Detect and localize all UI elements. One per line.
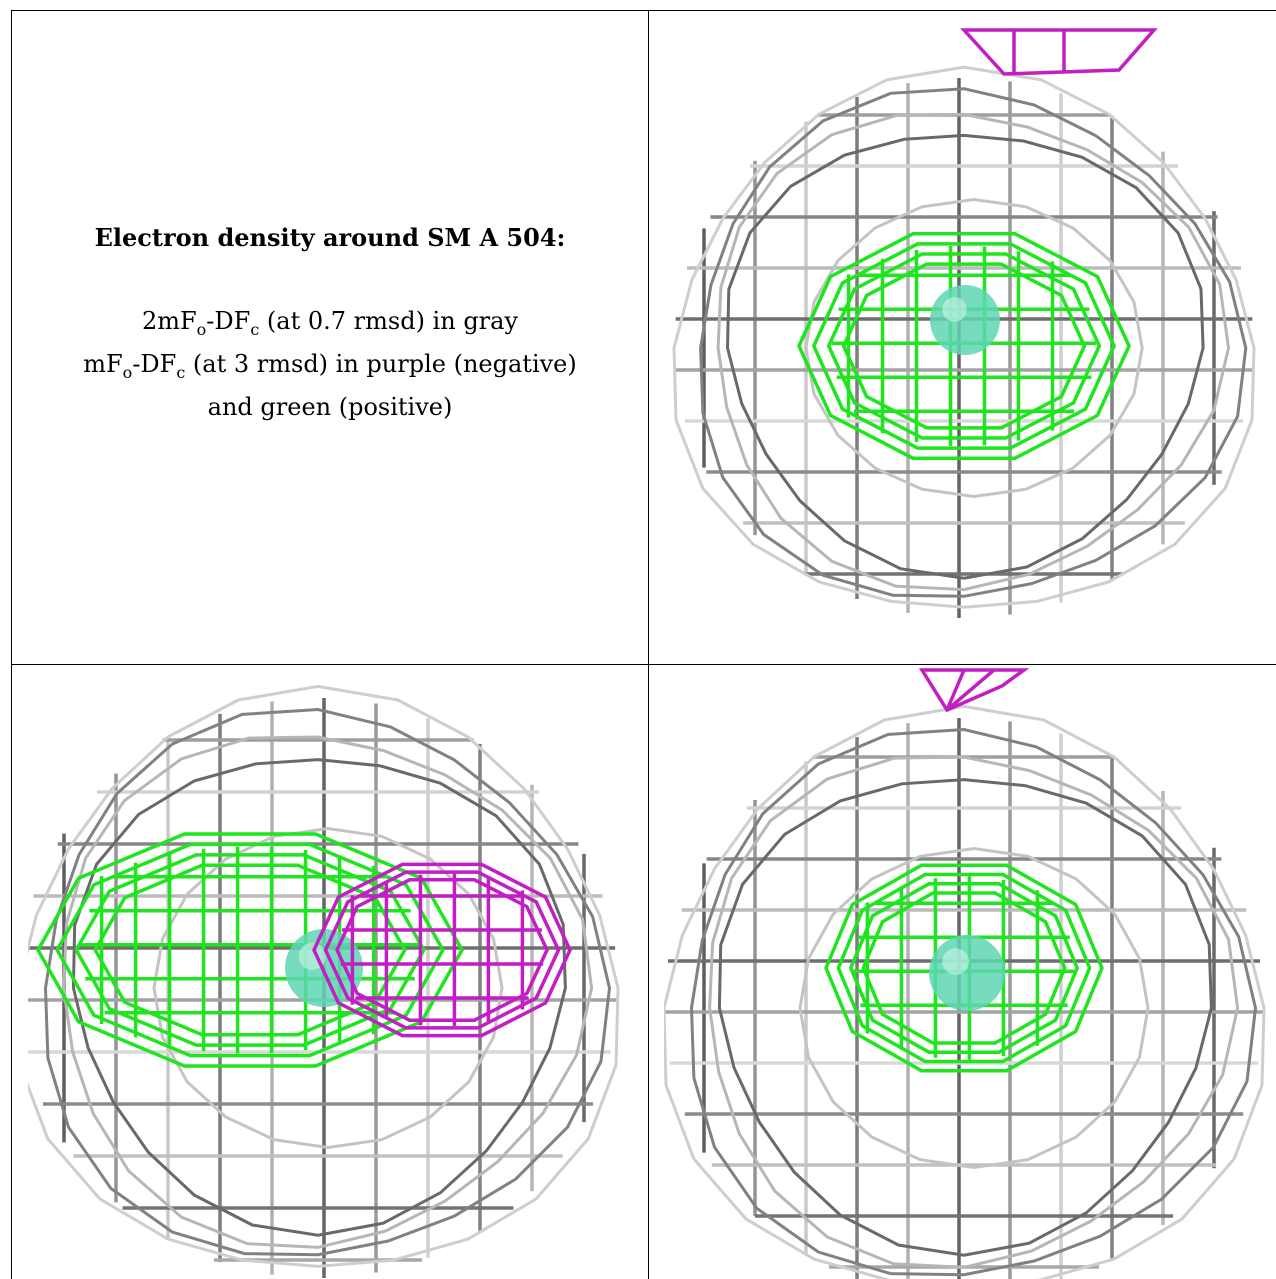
atom-sphere — [930, 285, 1000, 355]
frame-row-divider — [11, 664, 1276, 665]
atom-highlight — [942, 948, 969, 975]
positive-density-contour — [76, 855, 424, 1045]
density-view-bottom-left — [28, 668, 634, 1279]
atom-highlight — [942, 297, 967, 322]
legend-line-gray: 2mFo-DFc (at 0.7 rmsd) in gray — [83, 304, 577, 347]
panel-top-right — [664, 28, 1276, 636]
legend-line-green: and green (positive) — [83, 390, 577, 424]
panel-bottom-right — [664, 668, 1276, 1279]
negative-density-cap — [964, 30, 1154, 74]
caption-cell: Electron density around SM A 504: 2mFo-D… — [12, 11, 648, 664]
atom-sphere — [929, 935, 1005, 1011]
density-view-bottom-right — [664, 668, 1276, 1279]
caption-legend: 2mFo-DFc (at 0.7 rmsd) in gray mFo-DFc (… — [83, 304, 577, 424]
frame-middle — [648, 10, 649, 1279]
panel-bottom-left — [28, 668, 634, 1279]
legend-line-purple: mFo-DFc (at 3 rmsd) in purple (negative) — [83, 347, 577, 390]
density-view-top-right — [664, 28, 1276, 636]
caption-title: Electron density around SM A 504: — [95, 223, 566, 252]
